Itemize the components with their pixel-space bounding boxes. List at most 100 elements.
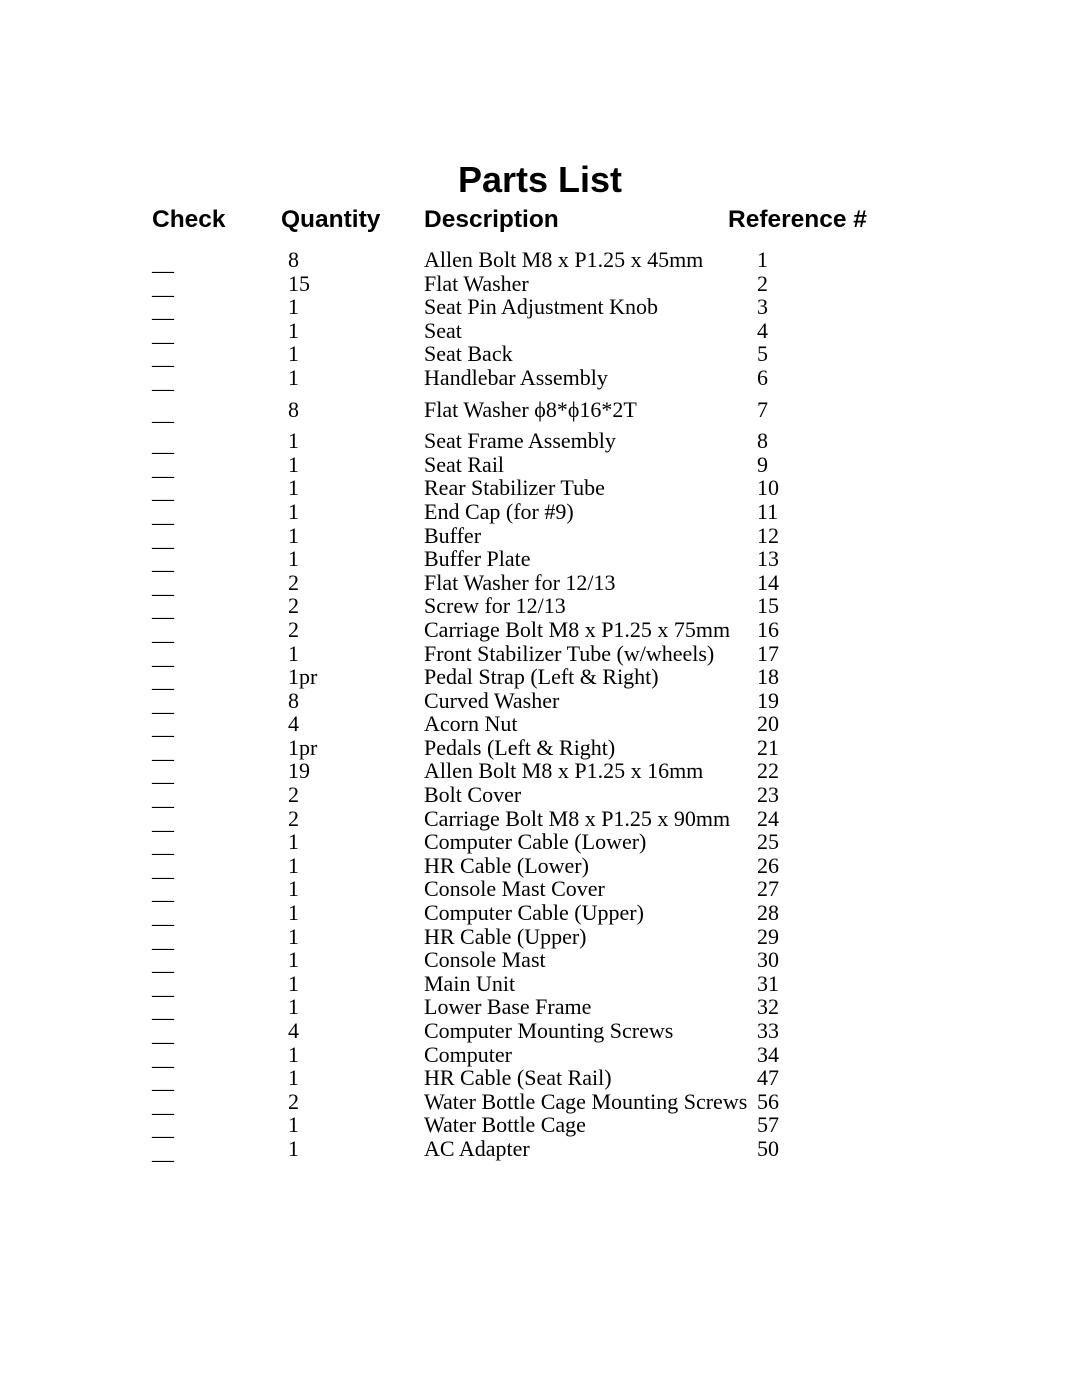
cell-description: Seat Rail: [424, 453, 754, 477]
table-row: __1Seat Pin Adjustment Knob3: [0, 295, 1080, 319]
cell-description: Allen Bolt M8 x P1.25 x 45mm: [424, 248, 754, 272]
cell-description: Flat Washer ϕ8*ϕ16*2T: [424, 398, 754, 422]
cell-description: Carriage Bolt M8 x P1.25 x 75mm: [424, 618, 754, 642]
header-description: Description: [424, 206, 559, 234]
cell-reference: 6: [757, 366, 793, 390]
cell-description: Screw for 12/13: [424, 594, 754, 618]
cell-description: Computer Cable (Upper): [424, 901, 754, 925]
table-row: __1prPedal Strap (Left & Right)18: [0, 665, 1080, 689]
cell-quantity: 1: [288, 1113, 330, 1137]
cell-reference: 16: [757, 618, 793, 642]
cell-reference: 22: [757, 759, 793, 783]
cell-description: HR Cable (Upper): [424, 925, 754, 949]
cell-quantity: 1: [288, 925, 330, 949]
table-row: __1HR Cable (Upper)29: [0, 925, 1080, 949]
cell-description: Allen Bolt M8 x P1.25 x 16mm: [424, 759, 754, 783]
cell-quantity: 1: [288, 901, 330, 925]
cell-quantity: 1: [288, 366, 330, 390]
cell-reference: 24: [757, 807, 793, 831]
cell-reference: 32: [757, 995, 793, 1019]
page-title: Parts List: [0, 159, 1080, 201]
cell-quantity: 4: [288, 1019, 330, 1043]
cell-description: Main Unit: [424, 972, 754, 996]
check-blank: __: [152, 1140, 174, 1164]
parts-rows: __8Allen Bolt M8 x P1.25 x 45mm1__15Flat…: [0, 248, 1080, 1161]
cell-reference: 11: [757, 500, 793, 524]
cell-quantity: 19: [288, 759, 330, 783]
cell-quantity: 1pr: [288, 736, 330, 760]
cell-reference: 23: [757, 783, 793, 807]
cell-description: AC Adapter: [424, 1137, 754, 1161]
cell-description: Seat Back: [424, 342, 754, 366]
cell-description: Pedal Strap (Left & Right): [424, 665, 754, 689]
cell-reference: 31: [757, 972, 793, 996]
cell-quantity: 2: [288, 618, 330, 642]
cell-reference: 3: [757, 295, 793, 319]
table-row: __1Computer Cable (Lower)25: [0, 830, 1080, 854]
cell-description: Bolt Cover: [424, 783, 754, 807]
table-row: __2Carriage Bolt M8 x P1.25 x 75mm16: [0, 618, 1080, 642]
cell-reference: 1: [757, 248, 793, 272]
header-check: Check: [152, 206, 226, 234]
cell-quantity: 1: [288, 429, 330, 453]
cell-description: Buffer Plate: [424, 547, 754, 571]
cell-reference: 15: [757, 594, 793, 618]
table-row: __1Handlebar Assembly6: [0, 366, 1080, 390]
cell-description: Acorn Nut: [424, 712, 754, 736]
header-reference: Reference #: [728, 206, 867, 234]
cell-quantity: 2: [288, 807, 330, 831]
cell-reference: 50: [757, 1137, 793, 1161]
table-row: __1Main Unit31: [0, 972, 1080, 996]
cell-reference: 18: [757, 665, 793, 689]
cell-quantity: 1: [288, 948, 330, 972]
table-row: __2Water Bottle Cage Mounting Screws56: [0, 1090, 1080, 1114]
cell-quantity: 2: [288, 594, 330, 618]
table-row: __8Allen Bolt M8 x P1.25 x 45mm1: [0, 248, 1080, 272]
table-row: __2Screw for 12/1315: [0, 594, 1080, 618]
cell-description: Seat Pin Adjustment Knob: [424, 295, 754, 319]
cell-reference: 29: [757, 925, 793, 949]
table-row: __2Bolt Cover23: [0, 783, 1080, 807]
table-row: __1Console Mast30: [0, 948, 1080, 972]
cell-reference: 34: [757, 1043, 793, 1067]
table-row: __15Flat Washer2: [0, 272, 1080, 296]
cell-quantity: 1: [288, 854, 330, 878]
cell-reference: 13: [757, 547, 793, 571]
table-row: __1HR Cable (Seat Rail)47: [0, 1066, 1080, 1090]
cell-quantity: 1: [288, 1137, 330, 1161]
cell-description: Handlebar Assembly: [424, 366, 754, 390]
cell-description: Console Mast Cover: [424, 877, 754, 901]
cell-reference: 12: [757, 524, 793, 548]
cell-quantity: 1: [288, 830, 330, 854]
cell-reference: 57: [757, 1113, 793, 1137]
cell-description: Pedals (Left & Right): [424, 736, 754, 760]
check-blank: __: [152, 401, 174, 425]
table-row: __8Flat Washer ϕ8*ϕ16*2T7: [0, 398, 1080, 422]
cell-quantity: 1: [288, 342, 330, 366]
table-row: __1prPedals (Left & Right)21: [0, 736, 1080, 760]
table-row: __ 1 AC Adapter50: [0, 1137, 1080, 1161]
cell-quantity: 1: [288, 453, 330, 477]
cell-reference: 9: [757, 453, 793, 477]
cell-description: Seat Frame Assembly: [424, 429, 754, 453]
cell-description: Carriage Bolt M8 x P1.25 x 90mm: [424, 807, 754, 831]
table-row: __1Seat Back5: [0, 342, 1080, 366]
cell-quantity: 1pr: [288, 665, 330, 689]
cell-description: Rear Stabilizer Tube: [424, 476, 754, 500]
cell-quantity: 1: [288, 476, 330, 500]
cell-description: Flat Washer for 12/13: [424, 571, 754, 595]
table-row: __1Water Bottle Cage57: [0, 1113, 1080, 1137]
table-row: __1End Cap (for #9)11: [0, 500, 1080, 524]
cell-description: Lower Base Frame: [424, 995, 754, 1019]
table-row: __1HR Cable (Lower)26: [0, 854, 1080, 878]
cell-quantity: 15: [288, 272, 330, 296]
cell-quantity: 1: [288, 524, 330, 548]
cell-quantity: 1: [288, 972, 330, 996]
table-row: __2Carriage Bolt M8 x P1.25 x 90mm24: [0, 807, 1080, 831]
cell-reference: 33: [757, 1019, 793, 1043]
cell-description: End Cap (for #9): [424, 500, 754, 524]
table-row: __8Curved Washer19: [0, 689, 1080, 713]
table-row: __1Computer34: [0, 1043, 1080, 1067]
cell-quantity: 1: [288, 1066, 330, 1090]
cell-description: Buffer: [424, 524, 754, 548]
